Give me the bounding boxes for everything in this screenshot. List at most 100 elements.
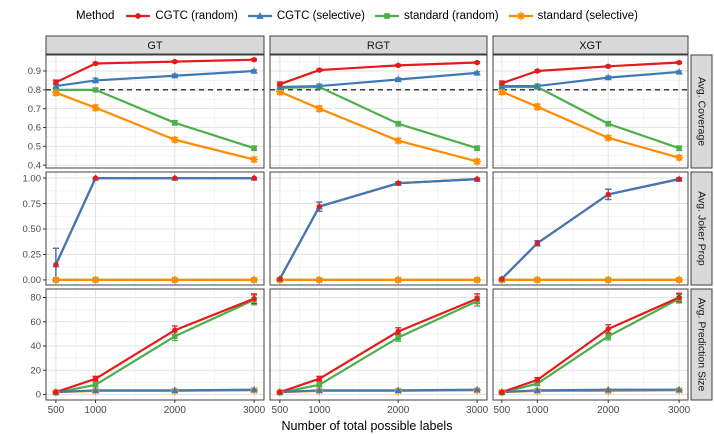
series-line [54,88,256,150]
series-points [277,176,480,282]
x-tick-label: 500 [494,405,511,416]
facet-strip-col: XGT [492,35,689,55]
series-points [499,59,682,86]
asterisk-marker-icon [508,10,534,22]
series-line [278,297,479,394]
series-line [278,388,479,394]
series-line [54,58,256,84]
series-points [52,67,258,89]
square-marker-icon [374,10,400,22]
facet-panel: 500 1000 2000 3000 [269,288,489,416]
x-tick-label: 500 [48,405,65,416]
facet-strip-row: Avg. Joker Prop [690,171,713,286]
facet-panel [269,54,488,169]
series-points [53,57,257,86]
series-line [278,178,479,280]
series-line [500,297,681,394]
chart-legend: Method CGTC (random) CGTC (selective) st… [0,3,714,29]
series-line [54,91,256,161]
series-line [54,177,256,266]
legend-item-label: CGTC (selective) [276,10,365,22]
svg-text:Avg. Joker Prop: Avg. Joker Prop [696,191,708,266]
y-tick-label: 0.9 [28,66,41,77]
y-tick-label: 0.4 [28,160,41,171]
series-points [498,68,683,89]
legend-item-cgtc-random: CGTC (random) [125,10,238,22]
y-tick-label: 0.7 [28,104,41,115]
x-axis-title: Number of total possible labels [281,419,453,433]
svg-text:RGT: RGT [367,40,391,52]
series-points [52,88,258,164]
series-points [499,294,682,395]
facet-panel: 0.00 0.25 0.50 0.75 1.00 [23,171,265,286]
facet-panel [492,54,689,169]
series-line [278,90,479,163]
series-points [53,175,257,268]
facet-strip-row: Avg. Prediction Size [690,288,713,401]
y-tick-label: 0.75 [23,199,42,210]
facet-panel: 0.4 0.5 0.6 0.7 0.8 0.9 [28,54,265,171]
series-line [54,69,256,88]
facet-strip-row: Avg. Coverage [690,54,713,169]
svg-text:Avg. Prediction Size: Avg. Prediction Size [696,298,708,392]
legend-item-label: standard (random) [404,10,499,22]
y-tick-label: 20 [30,365,41,376]
series-line [278,300,479,394]
series-line [54,298,256,394]
legend-title: Method [76,10,115,22]
series-line [278,71,479,89]
series-points [277,59,480,87]
series-line [500,70,681,88]
legend-item-label: CGTC (random) [155,10,238,22]
y-tick-label: 60 [30,317,41,328]
y-tick-label: 0.00 [23,275,42,286]
y-tick-label: 0.8 [28,85,41,96]
series-points [53,296,257,395]
y-tick-label: 0.50 [23,224,42,235]
x-tick-label: 2000 [387,405,410,416]
series-points [499,176,682,282]
series-points [52,276,258,284]
series-points [275,87,482,166]
series-points [497,87,684,162]
x-tick-label: 2000 [597,405,620,416]
legend-item-label: standard (selective) [537,10,638,22]
series-points [277,296,480,395]
facet-strip-col: GT [45,35,265,55]
y-tick-label: 0.6 [28,123,41,134]
series-line [278,61,479,86]
y-tick-label: 40 [30,341,41,352]
facet-panel: 500 1000 2000 3000 0 20 40 60 80 [30,288,266,416]
facet-panel [492,171,689,286]
legend-item-cgtc-selective: CGTC (selective) [247,10,365,22]
series-points [497,276,684,284]
x-tick-label: 3000 [243,405,266,416]
x-tick-label: 2000 [164,405,187,416]
triangle-marker-icon [247,10,273,22]
series-line [500,61,681,85]
svg-text:XGT: XGT [579,40,602,52]
x-tick-label: 1000 [526,405,549,416]
y-tick-label: 0.5 [28,142,41,153]
series-line [54,297,256,394]
series-line [500,178,681,280]
series-points [276,69,481,90]
svg-text:GT: GT [147,40,163,52]
y-tick-label: 0.25 [23,250,42,261]
x-tick-label: 500 [272,405,289,416]
y-tick-label: 0 [36,390,41,401]
y-tick-label: 1.00 [23,173,42,184]
legend-item-standard-random: standard (random) [374,10,499,22]
svg-text:Avg. Coverage: Avg. Coverage [696,77,708,146]
x-tick-label: 1000 [84,405,107,416]
legend-item-standard-selective: standard (selective) [508,10,638,22]
facet-panel: 500 1000 2000 3000 [492,288,691,416]
series-line [500,90,681,159]
x-tick-label: 1000 [308,405,331,416]
series-line [54,388,256,394]
y-tick-label: 80 [30,293,41,304]
x-tick-label: 3000 [668,405,691,416]
facet-strip-col: RGT [269,35,488,55]
series-line [500,388,681,394]
